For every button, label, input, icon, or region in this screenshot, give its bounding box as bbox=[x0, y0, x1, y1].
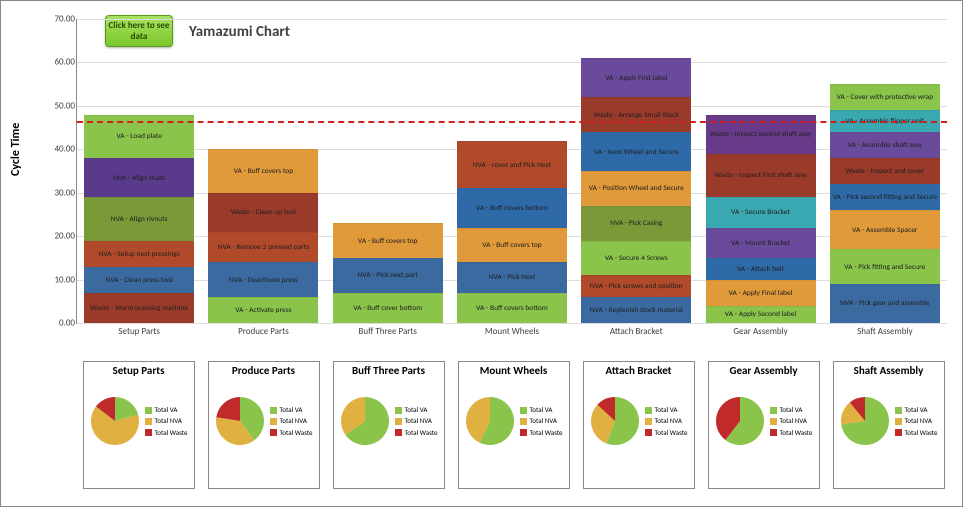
station-bar: NVA - Replenish stock materialNVA - Pick… bbox=[581, 58, 691, 323]
pie-title: Setup Parts bbox=[113, 365, 165, 391]
y-tick: 10.00 bbox=[45, 274, 75, 285]
segment: NVA - Pick Next bbox=[457, 262, 567, 292]
segment: Waste - Arrange Small Stock bbox=[581, 97, 691, 132]
yamazumi-chart: 0.0010.0020.0030.0040.0050.0060.0070.00 … bbox=[76, 19, 947, 324]
segment: Waste - Inspect First shaft assy bbox=[706, 154, 816, 197]
station-bar: NVA - Pick gear and assembleVA - Pick fi… bbox=[830, 84, 940, 323]
segment: NVA - Deactivate press bbox=[208, 262, 318, 297]
takt-line bbox=[77, 121, 947, 123]
x-category: Produce Parts bbox=[208, 323, 318, 337]
segment: VA - Attach belt bbox=[706, 258, 816, 280]
y-tick: 70.00 bbox=[45, 14, 75, 25]
segment: VA - Mount Bracket bbox=[706, 228, 816, 258]
segment: NVA - Remove 2 pressed parts bbox=[208, 232, 318, 262]
segment: NVA - Pick Casing bbox=[581, 206, 691, 241]
y-axis-label: Cycle Time bbox=[9, 123, 23, 176]
pie-title: Produce Parts bbox=[232, 365, 295, 391]
pie-row: Setup Parts Total VA Total NVA Total Was… bbox=[76, 361, 951, 489]
segment: VA - Buff covers bottom bbox=[457, 293, 567, 323]
segment: VA - Pick fitting and Secure bbox=[830, 249, 940, 284]
segment: NVA - Setup next pressings bbox=[84, 241, 194, 267]
pie-box: Buff Three Parts Total VA Total NVA Tota… bbox=[333, 361, 445, 489]
y-tick: 30.00 bbox=[45, 187, 75, 198]
x-category: Attach Bracket bbox=[581, 323, 691, 337]
pie-box: Gear Assembly Total VA Total NVA Total W… bbox=[708, 361, 820, 489]
pie-legend: Total VA Total NVA Total Waste bbox=[395, 404, 437, 438]
segment: VA - Position Wheel and Secure bbox=[581, 171, 691, 206]
segment: NVA - Align rivnuts bbox=[84, 197, 194, 240]
segment: NVA - Clean press tool bbox=[84, 267, 194, 293]
x-category: Setup Parts bbox=[84, 323, 194, 337]
segment: NVA - Pick gear and assemble bbox=[830, 284, 940, 323]
pie-legend: Total VA Total NVA Total Waste bbox=[270, 404, 312, 438]
segment: Waste - Clean up tool bbox=[208, 193, 318, 232]
x-category: Shaft Assembly bbox=[830, 323, 940, 337]
segment: NVA - Replenish stock material bbox=[581, 297, 691, 323]
pie-box: Setup Parts Total VA Total NVA Total Was… bbox=[83, 361, 195, 489]
pie-box: Mount Wheels Total VA Total NVA Total Wa… bbox=[458, 361, 570, 489]
station-bar: VA - Apply Second labelVA - Apply Final … bbox=[706, 115, 816, 323]
pie-legend: Total VA Total NVA Total Waste bbox=[145, 404, 187, 438]
segment: VA - Buff cover bottom bbox=[333, 293, 443, 323]
x-category: Buff Three Parts bbox=[333, 323, 443, 337]
pie-title: Mount Wheels bbox=[480, 365, 548, 391]
pie-box: Shaft Assembly Total VA Total NVA Total … bbox=[833, 361, 945, 489]
segment: VA - Buff covers top bbox=[457, 228, 567, 263]
y-tick: 50.00 bbox=[45, 100, 75, 111]
station-bar: VA - Activate pressNVA - Deactivate pres… bbox=[208, 149, 318, 323]
pie-legend: Total VA Total NVA Total Waste bbox=[520, 404, 562, 438]
segment: VA - Next Wheel and Secure bbox=[581, 132, 691, 171]
segment: NVA - Align studs bbox=[84, 158, 194, 197]
x-category: Mount Wheels bbox=[457, 323, 567, 337]
segment: NVA - Pick screws and position bbox=[581, 275, 691, 297]
segment: VA - Cover with protective wrap bbox=[830, 84, 940, 110]
segment: VA - Pick second fitting and Secure bbox=[830, 184, 940, 210]
segment: Waste - Warm pressing machine bbox=[84, 293, 194, 323]
segment: VA - Secure Bracket bbox=[706, 197, 816, 227]
y-tick: 20.00 bbox=[45, 231, 75, 242]
pie-box: Produce Parts Total VA Total NVA Total W… bbox=[208, 361, 320, 489]
segment: VA - Apply Second label bbox=[706, 306, 816, 323]
pie-box: Attach Bracket Total VA Total NVA Total … bbox=[583, 361, 695, 489]
pie-legend: Total VA Total NVA Total Waste bbox=[770, 404, 812, 438]
pie-legend: Total VA Total NVA Total Waste bbox=[895, 404, 937, 438]
x-category: Gear Assembly bbox=[706, 323, 816, 337]
segment: VA - Assemble Spacer bbox=[830, 210, 940, 249]
segment: VA - Buff covers top bbox=[333, 223, 443, 258]
pie-title: Gear Assembly bbox=[729, 365, 797, 391]
pie-title: Buff Three Parts bbox=[352, 365, 425, 391]
station-bar: VA - Buff covers bottomNVA - Pick NextVA… bbox=[457, 141, 567, 323]
segment: VA - Apply Final label bbox=[706, 280, 816, 306]
segment: VA - Buff covers bottom bbox=[457, 188, 567, 227]
y-tick: 0.00 bbox=[45, 318, 75, 329]
segment: VA - Activate press bbox=[208, 297, 318, 323]
pie-title: Shaft Assembly bbox=[854, 365, 924, 391]
segment: VA - Buff covers top bbox=[208, 149, 318, 192]
pie-title: Attach Bracket bbox=[606, 365, 672, 391]
segment: Waste - Inspect and cover bbox=[830, 158, 940, 184]
y-tick: 60.00 bbox=[45, 57, 75, 68]
segment: VA - Apply First label bbox=[581, 58, 691, 97]
y-tick: 40.00 bbox=[45, 144, 75, 155]
pie-legend: Total VA Total NVA Total Waste bbox=[645, 404, 687, 438]
segment: VA - Assemble shaft assy bbox=[830, 132, 940, 158]
segment: NVA - cover and Pick Next bbox=[457, 141, 567, 189]
segment: VA - Secure 4 Screws bbox=[581, 241, 691, 276]
station-bar: VA - Buff cover bottomNVA - Pick next pa… bbox=[333, 223, 443, 323]
station-bar: Waste - Warm pressing machineNVA - Clean… bbox=[84, 115, 194, 323]
segment: NVA - Pick next part bbox=[333, 258, 443, 293]
